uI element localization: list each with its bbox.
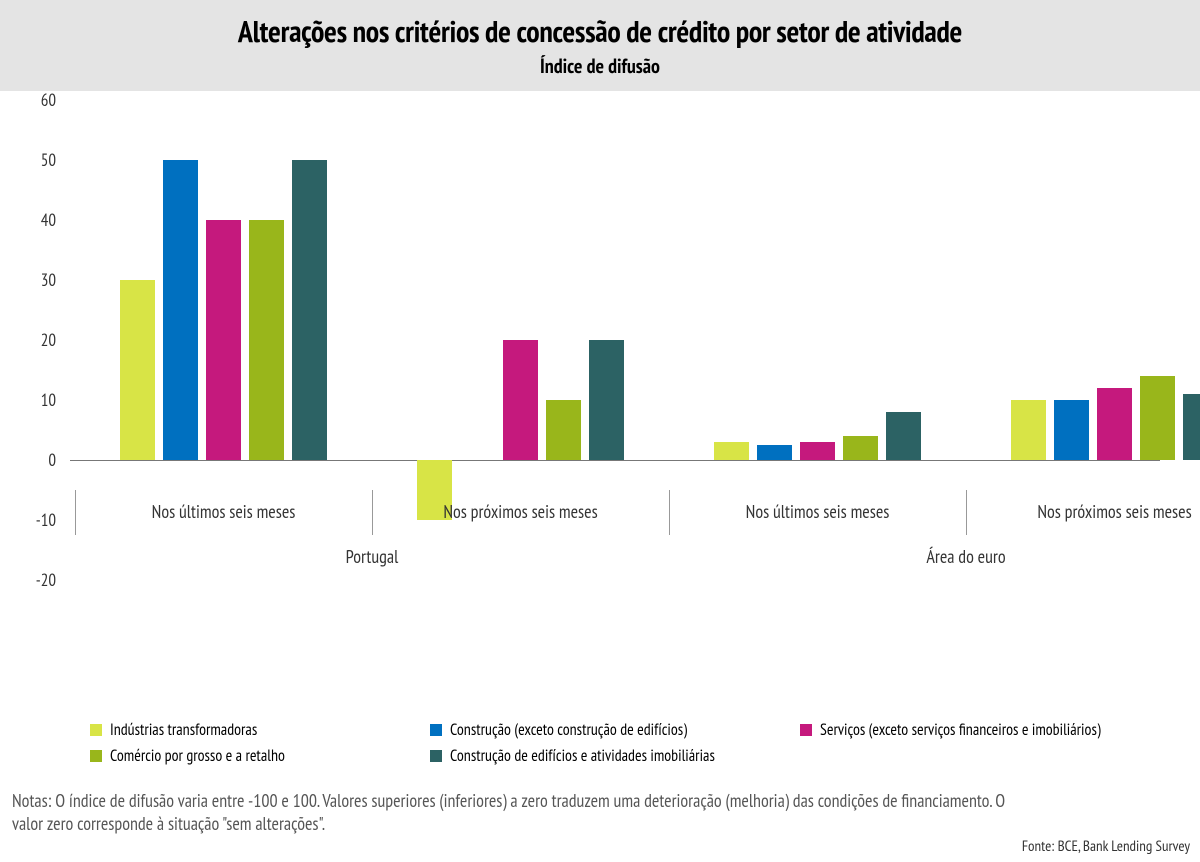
bar [1183,394,1200,460]
source-attribution: Fonte: BCE, Bank Lending Survey [1022,837,1190,856]
legend-item: Comércio por grosso e a retalho [90,746,430,766]
legend: Indústrias transformadoras Construção (ex… [90,720,1170,766]
y-tick-label: 40 [20,209,56,231]
y-tick-label: 0 [20,449,56,471]
page-root: idealista Alterações nos critérios de co… [0,0,1200,862]
bar [757,445,792,460]
legend-item: Indústrias transformadoras [90,720,430,740]
footnote: Notas: O índice de difusão varia entre -… [12,790,1012,835]
bar [886,412,921,460]
y-tick-label: -20 [20,569,56,591]
legend-label: Serviços (exceto serviços financeiros e … [820,720,1101,740]
y-tick-label: 60 [20,89,56,111]
y-tick-label: 30 [20,269,56,291]
legend-label: Indústrias transformadoras [110,720,257,740]
region-label: Portugal [75,545,669,568]
y-tick-label: 20 [20,329,56,351]
bar [1054,400,1089,460]
legend-swatch [430,750,442,762]
y-tick-label: 50 [20,149,56,171]
region-label: Área do euro [669,545,1200,568]
bar [1140,376,1175,460]
bars-layer [60,100,1160,610]
bar [163,160,198,460]
bar [589,340,624,460]
legend-swatch [430,724,442,736]
legend-label: Construção (exceto construção de edifíci… [450,720,687,740]
bar [1097,388,1132,460]
bar [800,442,835,460]
bar [503,340,538,460]
group-label: Nos próximos seis meses [966,500,1200,523]
chart-title: Alterações nos critérios de concessão de… [40,12,1160,51]
bar [546,400,581,460]
bar [292,160,327,460]
bar [120,280,155,460]
group-label: Nos últimos seis meses [669,500,966,523]
bar [714,442,749,460]
legend-label: Comércio por grosso e a retalho [110,746,285,766]
group-label: Nos últimos seis meses [75,500,372,523]
y-tick-label: 10 [20,389,56,411]
legend-swatch [800,724,812,736]
legend-label: Construção de edifícios e atividades imo… [450,746,715,766]
group-label: Nos próximos seis meses [372,500,669,523]
bar [249,220,284,460]
legend-item: Construção de edifícios e atividades imo… [430,746,1030,766]
legend-swatch [90,750,102,762]
y-axis: -20-100102030405060 [20,100,56,610]
bar [1011,400,1046,460]
header-band: Alterações nos critérios de concessão de… [0,0,1200,91]
legend-swatch [90,724,102,736]
legend-item: Construção (exceto construção de edifíci… [430,720,800,740]
bar [206,220,241,460]
chart-subtitle: Índice de difusão [40,53,1160,79]
bar [843,436,878,460]
plot-area: -20-100102030405060 Nos últimos seis mes… [60,100,1160,610]
legend-item: Serviços (exceto serviços financeiros e … [800,720,1170,740]
y-tick-label: -10 [20,509,56,531]
